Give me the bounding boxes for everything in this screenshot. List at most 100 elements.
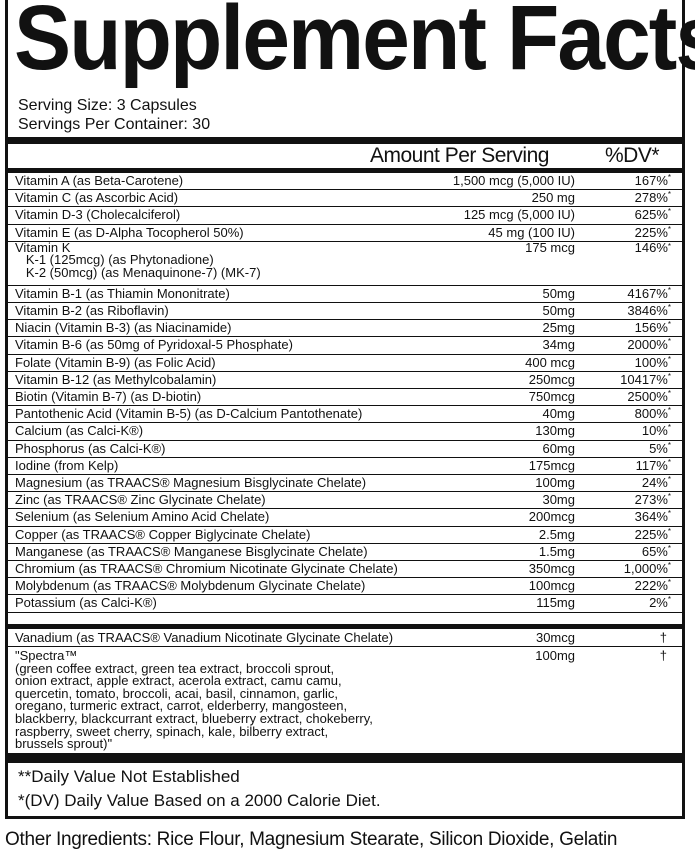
nutrient-dv: 225%* (575, 527, 675, 543)
nutrient-dv: 1,000%* (575, 561, 675, 577)
nutrient-amount: 250mcg (528, 371, 575, 387)
dv-value: 167% (634, 173, 668, 188)
nutrient-name: Chromium (as TRAACS® Chromium Nicotinate… (15, 561, 398, 577)
dv-value: 100% (634, 354, 668, 370)
dv-asterisk: * (667, 173, 671, 182)
spectra-row: "Spectra™ (green coffee extract, green t… (8, 648, 682, 752)
nutrient-amount: 25mg (542, 320, 575, 336)
nutrient-name: Vitamin B-2 (as Riboflavin) (15, 303, 169, 319)
dv-value: 2000% (627, 337, 668, 353)
dv-asterisk: * (667, 595, 671, 605)
dv-value: 10417% (620, 371, 668, 387)
table-row: Vitamin E (as D-Alpha Tocopherol 50%) 45 … (8, 225, 682, 242)
nutrient-name: Selenium (as Selenium Amino Acid Chelate… (15, 509, 270, 525)
nutrient-amount: 100mcg (528, 578, 575, 594)
nutrient-amount: 2.5mg (538, 526, 575, 542)
nutrient-name: Magnesium (as TRAACS® Magnesium Bisglyci… (15, 475, 367, 491)
supplement-facts-panel: Supplement Facts Serving Size: 3 Capsule… (5, 0, 695, 819)
nutrient-amount: 130mg (535, 423, 575, 439)
nutrient-amount: 400 mcg (525, 354, 575, 370)
serving-size: Serving Size: 3 Capsules (18, 97, 197, 114)
nutrient-name: Vitamin B-12 (as Methylcobalamin) (15, 371, 217, 387)
table-row: Vitamin B-2 (as Riboflavin) 50mg 3846%* (8, 303, 682, 321)
nutrient-amount: 250 mg (531, 190, 575, 206)
dv-value: 146% (634, 239, 668, 255)
nutrient-dv: 156%* (575, 320, 675, 336)
nutrient-dv: 100%* (575, 355, 675, 371)
nutrient-name: Vitamin B-6 (as 50mg of Pyridoxal-5 Phos… (15, 337, 293, 353)
nutrient-dv: 10%* (575, 423, 675, 439)
nutrient-name: Pantothenic Acid (Vitamin B-5) (as D-Cal… (15, 406, 363, 422)
nutrient-dv: 2000%* (575, 337, 675, 353)
dv-value: 222% (634, 578, 668, 594)
dv-asterisk: * (667, 543, 671, 553)
nutrient-amount: 45 mg (100 IU) (488, 224, 575, 240)
table-row: Folate (Vitamin B-9) (as Folic Acid) 400 … (8, 355, 682, 372)
dv-asterisk: * (667, 303, 671, 313)
dv-value: 2500% (627, 389, 668, 405)
dv-value: 273% (634, 492, 668, 508)
nutrient-amount: 30mg (542, 492, 575, 508)
table-row: Manganese (as TRAACS® Manganese Bisglyci… (8, 543, 682, 562)
nutrient-dv: † (659, 630, 667, 645)
nutrient-amount: 1.5mg (538, 543, 575, 559)
nutrient-name: Vitamin A (as Beta-Carotene) (15, 173, 184, 188)
nutrient-name: Vitamin C (as Ascorbic Acid) (15, 190, 179, 206)
nutrient-name: Copper (as TRAACS® Copper Biglycinate Ch… (15, 526, 311, 542)
nutrient-dv: 2%* (575, 595, 675, 611)
nutrient-name: Calcium (as Calci-K®) (15, 423, 144, 439)
table-row: Zinc (as TRAACS® Zinc Glycinate Chelate)… (8, 492, 682, 510)
nutrient-amount: 34mg (542, 337, 575, 353)
dv-asterisk: * (667, 509, 671, 519)
nutrient-name: Biotin (Vitamin B-7) (as D-biotin) (15, 389, 202, 405)
nutrient-dv: 625%* (575, 207, 675, 223)
other-ingredients: Other Ingredients: Rice Flour, Magnesium… (5, 829, 618, 850)
nutrient-amount: 125 mcg (5,000 IU) (463, 207, 575, 223)
dv-value: 3846% (627, 303, 668, 319)
dv-asterisk: * (667, 475, 671, 485)
dv-asterisk: * (667, 492, 671, 502)
dv-asterisk: * (667, 285, 671, 295)
nutrient-name: Vanadium (as TRAACS® Vanadium Nicotinate… (15, 630, 394, 645)
divider (8, 168, 682, 173)
dv-value: 2% (649, 595, 668, 611)
servings-per-container: Servings Per Container: 30 (18, 116, 211, 133)
divider (8, 137, 682, 144)
dv-asterisk: * (667, 389, 671, 399)
dv-value: 117% (635, 457, 668, 473)
table-row: Chromium (as TRAACS® Chromium Nicotinate… (8, 561, 682, 579)
dv-asterisk: * (667, 337, 671, 347)
dv-value: 10% (641, 423, 668, 439)
nutrient-dv: 2500%* (575, 389, 675, 405)
dv-value: 156% (634, 320, 668, 336)
divider (8, 624, 682, 629)
nutrient-dv: 117%* (575, 458, 675, 474)
nutrient-name: Manganese (as TRAACS® Manganese Bisglyci… (15, 543, 368, 559)
table-row: Magnesium (as TRAACS® Magnesium Bisglyci… (8, 475, 682, 493)
nutrient-amount: 50mg (542, 285, 575, 301)
nutrient-amount: 50mg (542, 303, 575, 319)
nutrient-name: Molybdenum (as TRAACS® Molybdenum Glycin… (15, 578, 366, 594)
dv-asterisk: * (667, 224, 671, 234)
table-row: Vitamin B-1 (as Thiamin Mononitrate) 50mg… (8, 285, 682, 304)
table-row: Vitamin K K-1 (125mcg) (as Phytonadione)… (8, 239, 682, 286)
nutrient-name: Vitamin B-1 (as Thiamin Mononitrate) (15, 285, 230, 301)
table-row: Vanadium (as TRAACS® Vanadium Nicotinate… (8, 630, 682, 648)
spectra-name: "Spectra™ (green coffee extract, green t… (15, 648, 373, 752)
dv-asterisk: * (667, 561, 671, 571)
table-row: Vitamin B-6 (as 50mg of Pyridoxal-5 Phos… (8, 337, 682, 355)
dv-asterisk: * (667, 406, 671, 416)
vanadium-section: Vanadium (as TRAACS® Vanadium Nicotinate… (8, 630, 682, 648)
spectra-dv: † (659, 648, 667, 663)
nutrient-amount: 30mcg (535, 630, 575, 645)
panel-title: Supplement Facts (14, 0, 695, 89)
nutrient-amount: 40mg (542, 406, 575, 422)
table-row: Molybdenum (as TRAACS® Molybdenum Glycin… (8, 578, 682, 596)
spectra-amount: 100mg (535, 648, 575, 663)
table-row: Phosphorus (as Calci-K®) 60mg 5%* (8, 441, 682, 458)
nutrient-amount: 175 mcg (525, 239, 575, 255)
dv-value: 625% (634, 207, 668, 223)
nutrient-amount: 60mg (542, 440, 575, 456)
dv-asterisk: * (667, 578, 671, 588)
dv-value: 24% (641, 475, 668, 491)
